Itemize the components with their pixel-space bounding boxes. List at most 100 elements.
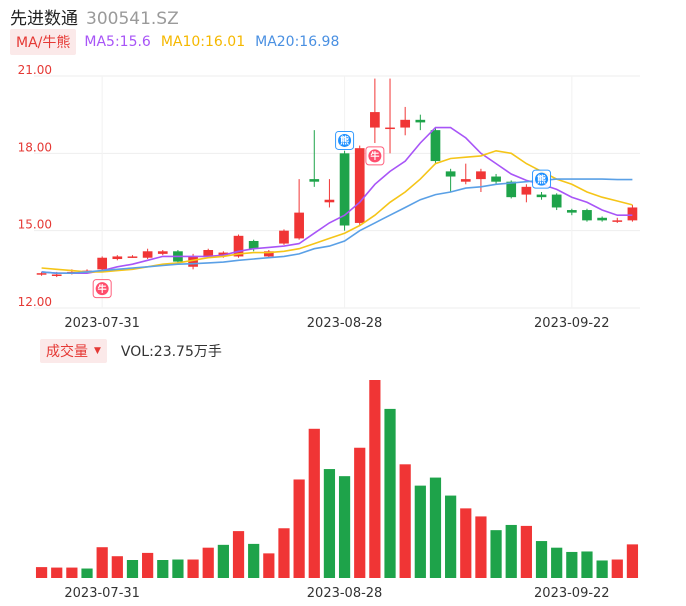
candle-body <box>354 148 365 223</box>
volume-bar <box>611 559 623 578</box>
volume-bar <box>111 556 123 578</box>
volume-bar <box>475 516 487 578</box>
candle-body <box>112 256 123 260</box>
volume-bar <box>535 541 548 578</box>
volume-bar <box>384 408 396 578</box>
stock-name: 先进数通 <box>10 9 78 29</box>
candle-body <box>324 199 335 203</box>
volume-legend: 成交量 ▼ VOL:23.75万手 <box>40 339 222 363</box>
candle-body <box>36 273 47 275</box>
badge-label: 熊 <box>537 173 546 185</box>
candle-body <box>157 251 168 254</box>
candle-body <box>597 217 607 221</box>
volume-bar <box>172 559 184 578</box>
candle-body <box>51 274 62 276</box>
volume-bar <box>217 544 229 578</box>
ma5-label: MA5:15.6 <box>84 34 151 50</box>
stock-header: 先进数通 300541.SZ <box>10 4 179 29</box>
volume-bar <box>293 479 305 578</box>
candle-body <box>248 240 259 249</box>
candle-body <box>188 256 198 267</box>
ma20-label: MA20:16.98 <box>255 34 340 50</box>
bear-badge-icon: 熊 <box>335 130 355 150</box>
y-tick-label: 12.00 <box>18 295 52 309</box>
x-tick-label: 2023-07-31 <box>64 316 140 331</box>
candle-body <box>491 176 501 182</box>
volume-bar <box>581 551 593 578</box>
volume-bar <box>126 560 139 578</box>
candle-body <box>370 112 380 128</box>
badge-dot <box>535 172 549 186</box>
bull-badge-icon: 牛 <box>92 279 112 299</box>
volume-bar <box>35 567 48 578</box>
volume-bar <box>202 547 214 578</box>
volume-bar <box>490 530 502 578</box>
candle-body <box>97 257 108 270</box>
candle-body <box>233 235 244 257</box>
volume-bar <box>157 560 169 578</box>
candle-body <box>279 230 289 244</box>
volume-selector-label: 成交量 <box>46 344 88 360</box>
candle-body <box>551 194 562 208</box>
volume-bar <box>566 551 578 578</box>
volume-bar <box>51 567 63 578</box>
volume-bar <box>626 544 639 578</box>
ma20-line <box>41 178 633 275</box>
volume-bar <box>338 476 351 578</box>
ma10-label: MA10:16.01 <box>160 34 246 50</box>
ma10-line <box>41 149 633 273</box>
volume-value: VOL:23.75万手 <box>120 344 222 360</box>
y-tick-label: 15.00 <box>18 218 52 232</box>
volume-bar <box>81 568 93 578</box>
ma-legend: MA/牛熊 MA5:15.6 MA10:16.01 MA20:16.98 <box>10 29 349 55</box>
candle-body <box>430 130 441 162</box>
volume-bar <box>414 485 426 578</box>
volume-x-tick-label: 2023-08-28 <box>307 586 383 601</box>
volume-bar <box>66 567 78 578</box>
badge-dot <box>338 133 352 147</box>
badge-label: 牛 <box>98 283 107 295</box>
candle-body <box>445 171 456 177</box>
volume-bar <box>354 447 366 578</box>
volume-bar <box>445 495 457 578</box>
candle-body <box>309 179 320 182</box>
badge-dot <box>368 149 382 163</box>
volume-selector-button[interactable]: 成交量 ▼ <box>40 339 107 363</box>
candle-body <box>127 256 138 258</box>
candle-body <box>582 210 592 221</box>
candle-body <box>612 220 623 222</box>
volume-bar <box>308 428 320 578</box>
volume-bar <box>369 380 381 578</box>
candle-body <box>627 207 638 221</box>
stock-code: 300541.SZ <box>86 9 179 29</box>
candle-body <box>506 181 517 198</box>
candle-body <box>385 127 395 130</box>
volume-bar <box>96 547 108 578</box>
volume-bar <box>596 560 608 578</box>
candle-body <box>400 119 411 128</box>
candle-body <box>294 212 304 239</box>
volume-bar <box>460 508 472 578</box>
candle-body <box>566 210 577 213</box>
badge-label: 熊 <box>340 135 349 147</box>
volume-bar <box>429 477 442 578</box>
x-tick-label: 2023-09-22 <box>534 316 610 331</box>
candle-body <box>521 186 532 195</box>
y-tick-label: 21.00 <box>18 63 52 77</box>
volume-bar <box>505 524 517 578</box>
badge-label: 牛 <box>370 150 379 162</box>
candle-body <box>203 250 214 257</box>
candle-body <box>536 194 547 198</box>
volume-bar <box>278 528 290 578</box>
candle-body <box>476 171 486 180</box>
volume-bar <box>551 547 563 578</box>
volume-bar <box>248 543 260 578</box>
candle-body <box>263 251 274 257</box>
badge-dot <box>95 282 109 296</box>
ma-selector-button[interactable]: MA/牛熊 <box>10 29 77 55</box>
candle-body <box>142 251 153 258</box>
volume-x-tick-label: 2023-07-31 <box>64 586 140 601</box>
bear-badge-icon: 熊 <box>532 169 552 189</box>
y-tick-label: 18.00 <box>18 140 52 154</box>
